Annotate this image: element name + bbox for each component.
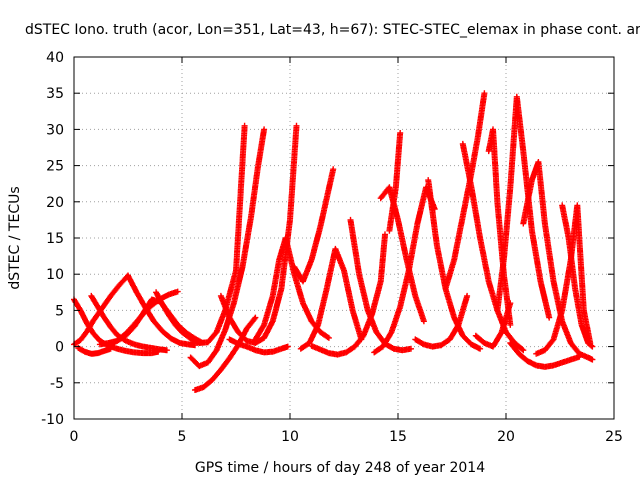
x-tick-label: 0: [70, 429, 79, 445]
arc-markers: [386, 130, 404, 234]
data-arc: [442, 90, 488, 292]
y-tick-label: 30: [46, 122, 64, 138]
data-arc: [308, 231, 388, 358]
arc-markers: [442, 90, 488, 292]
data-arc: [507, 340, 583, 370]
y-tick-label: 20: [46, 195, 64, 211]
data-arc: [252, 235, 332, 343]
x-tick-label: 20: [497, 429, 515, 445]
arc-markers: [507, 340, 583, 370]
y-tick-label: -10: [41, 412, 64, 428]
data-arcs: [71, 90, 596, 393]
arc-markers: [308, 231, 388, 358]
data-arc: [459, 140, 527, 354]
arc-markers: [347, 216, 414, 354]
arc-markers: [153, 122, 248, 346]
x-tick-label: 5: [178, 429, 187, 445]
x-tick-label: 25: [605, 429, 623, 445]
arc-markers: [217, 122, 300, 346]
arc-markers: [377, 184, 427, 325]
data-arc: [153, 122, 248, 346]
data-arc: [347, 216, 414, 354]
arc-markers: [459, 140, 527, 354]
data-arc: [291, 166, 337, 285]
data-arc: [88, 292, 170, 354]
y-tick-label: 40: [46, 50, 64, 66]
arc-markers: [187, 126, 268, 370]
arc-markers: [226, 336, 291, 356]
data-arc: [187, 126, 268, 370]
arc-markers: [88, 292, 170, 354]
y-axis-label: dSTEC / TECUs: [7, 186, 23, 289]
chart-title: dSTEC Iono. truth (acor, Lon=351, Lat=43…: [25, 22, 640, 38]
arc-markers: [425, 177, 484, 352]
data-arc: [559, 202, 596, 350]
arc-markers: [291, 166, 337, 285]
data-arc: [425, 177, 484, 352]
arc-markers: [75, 345, 114, 357]
y-tick-label: 25: [46, 159, 64, 175]
x-tick-label: 10: [281, 429, 299, 445]
y-tick-label: 10: [46, 267, 64, 283]
data-arc: [494, 93, 553, 321]
data-arc: [75, 345, 114, 357]
x-tick-label: 15: [389, 429, 407, 445]
arc-markers: [494, 93, 553, 321]
arc-markers: [297, 245, 365, 352]
axis-ticks: 0 5 10 15 20 25 -10 -5 0 5 10 15 20 25 30 35 40: [41, 50, 623, 445]
arc-markers: [559, 202, 596, 350]
data-arc: [297, 245, 365, 352]
data-arc: [377, 184, 427, 325]
y-tick-label: 0: [55, 340, 64, 356]
data-arc: [226, 336, 291, 356]
y-tick-label: 15: [46, 231, 64, 247]
arc-markers: [252, 235, 332, 343]
data-arc: [217, 122, 300, 346]
y-tick-label: -5: [50, 376, 64, 392]
data-arc: [386, 130, 404, 234]
y-tick-label: 5: [55, 303, 64, 319]
x-axis-label: GPS time / hours of day 248 of year 2014: [195, 460, 485, 476]
y-tick-label: 35: [46, 86, 64, 102]
